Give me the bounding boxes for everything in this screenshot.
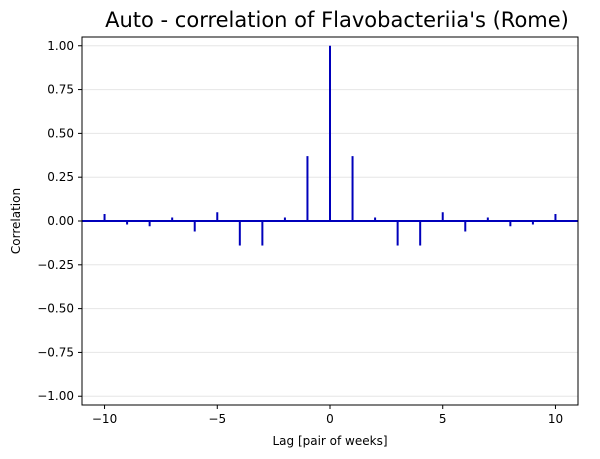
y-tick-label: 1.00 bbox=[47, 39, 74, 53]
chart-title: Auto - correlation of Flavobacteriia's (… bbox=[105, 8, 569, 32]
y-axis-label: Correlation bbox=[9, 188, 23, 254]
correlation-stems bbox=[103, 45, 557, 246]
x-tick-label: 0 bbox=[326, 412, 334, 426]
y-tick-label: 0.50 bbox=[47, 126, 74, 140]
x-axis-ticks: −10 −5 0 5 10 bbox=[92, 405, 563, 426]
y-tick-label: 0.00 bbox=[47, 214, 74, 228]
x-axis-label: Lag [pair of weeks] bbox=[272, 434, 387, 448]
y-tick-label: −0.50 bbox=[37, 302, 74, 316]
y-tick-label: −0.75 bbox=[37, 345, 74, 359]
y-tick-label: 0.75 bbox=[47, 83, 74, 97]
x-tick-label: 5 bbox=[439, 412, 447, 426]
y-tick-label: 0.25 bbox=[47, 170, 74, 184]
y-tick-label: −0.25 bbox=[37, 258, 74, 272]
x-tick-label: 10 bbox=[548, 412, 563, 426]
x-tick-label: −10 bbox=[92, 412, 117, 426]
y-tick-label: −1.00 bbox=[37, 389, 74, 403]
x-tick-label: −5 bbox=[208, 412, 226, 426]
y-axis-ticks: 1.00 0.75 0.50 0.25 0.00 −0.25 −0.50 −0.75 −1.00 bbox=[37, 39, 82, 403]
